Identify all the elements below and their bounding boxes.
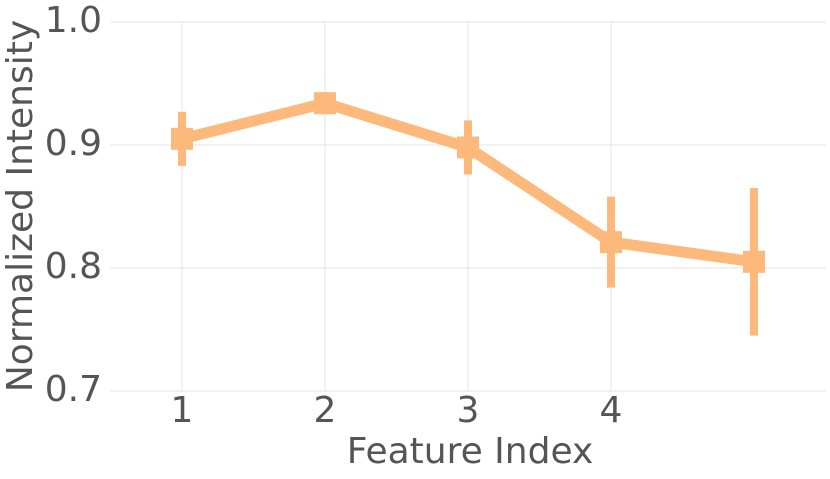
y-axis-label: Normalized Intensity — [0, 20, 41, 392]
y-tick-label: 0.8 — [45, 246, 102, 287]
x-tick-label: 2 — [314, 390, 337, 431]
x-tick-label: 4 — [600, 390, 623, 431]
x-tick-label: 1 — [171, 390, 194, 431]
marker — [600, 231, 622, 254]
marker — [171, 127, 193, 150]
marker — [457, 136, 479, 159]
x-axis-label: Feature Index — [347, 431, 594, 472]
y-tick-label: 0.7 — [45, 369, 102, 410]
marker — [314, 92, 336, 115]
y-tick-label: 1.0 — [45, 0, 102, 41]
marker — [743, 250, 765, 273]
y-tick-label: 0.9 — [45, 123, 102, 164]
x-tick-label: 3 — [457, 390, 480, 431]
